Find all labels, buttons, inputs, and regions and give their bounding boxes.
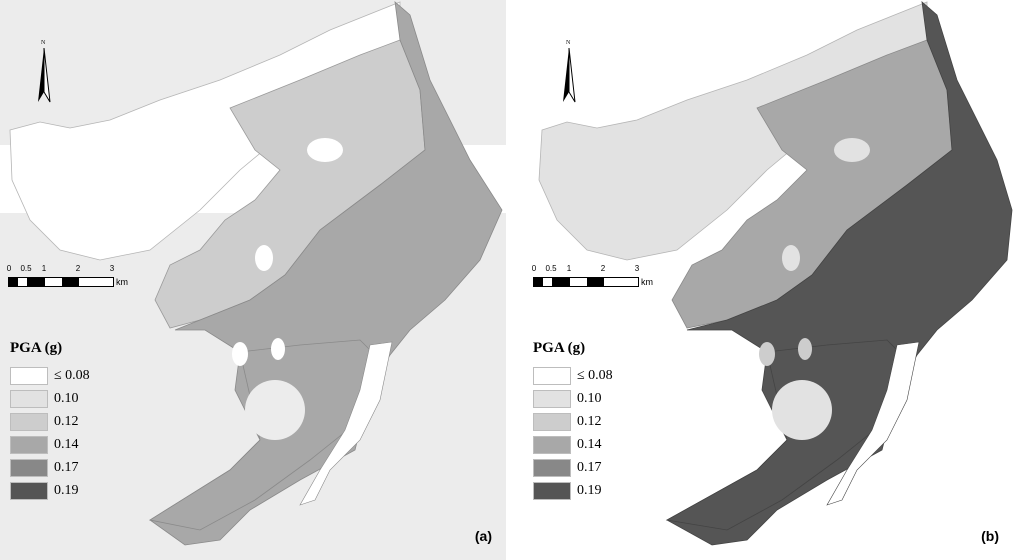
legend-row: 0.10 [533, 387, 673, 410]
legend-label: ≤ 0.08 [577, 367, 613, 383]
map-panel-a: N 0 0.5 1 2 3 km PGA (g) ≤ 0.08 0.10 0.1… [0, 0, 506, 560]
legend-swatch [533, 435, 571, 454]
scale-bar: 0 0.5 1 2 3 km [6, 264, 148, 294]
legend-row: 0.17 [10, 456, 150, 479]
scale-unit: km [641, 277, 653, 287]
zone-coast-b [666, 1, 1013, 546]
port-b [826, 341, 920, 506]
legend-label: 0.10 [54, 390, 79, 406]
legend-label: 0.12 [54, 413, 79, 429]
legend-row: 0.14 [10, 433, 150, 456]
scale-ticks: 0 0.5 1 2 3 [531, 264, 643, 274]
legend-label: 0.19 [54, 482, 79, 498]
legend-row: 0.19 [10, 479, 150, 502]
pga-map-b [538, 1, 1013, 546]
scale-bar-track [8, 277, 114, 287]
patch-b-4 [782, 245, 800, 271]
legend-swatch [10, 458, 48, 477]
legend-swatch [10, 481, 48, 500]
legend-row: 0.17 [533, 456, 673, 479]
hole-a-4 [255, 245, 273, 271]
pga-map-a [0, 0, 506, 560]
north-arrow: N [559, 40, 579, 106]
legend-row: 0.19 [533, 479, 673, 502]
hole-a-5 [307, 138, 343, 162]
hole-a-2 [232, 342, 248, 366]
north-arrow-icon [563, 47, 576, 103]
legend-row: 0.12 [10, 410, 150, 433]
scale-tick: 3 [109, 264, 115, 273]
legend-swatch [10, 389, 48, 408]
legend-row: ≤ 0.08 [10, 364, 150, 387]
legend-label: 0.17 [54, 459, 79, 475]
hole-a-1 [245, 380, 305, 440]
legend: PGA (g) ≤ 0.08 0.10 0.12 0.14 0.17 0.19 [10, 340, 150, 502]
patch-b-2 [759, 342, 775, 366]
legend-title: PGA (g) [10, 340, 63, 356]
port-a [299, 341, 393, 506]
legend-label: 0.10 [577, 390, 602, 406]
scale-ticks: 0 0.5 1 2 3 [6, 264, 118, 274]
legend: PGA (g) ≤ 0.08 0.10 0.12 0.14 0.17 0.19 [533, 340, 673, 502]
legend-label: 0.14 [577, 436, 602, 452]
legend-swatch [10, 412, 48, 431]
scale-tick: 1 [41, 264, 47, 273]
scale-unit: km [116, 277, 128, 287]
legend-row: 0.12 [533, 410, 673, 433]
legend-row: 0.14 [533, 433, 673, 456]
legend-swatch [533, 412, 571, 431]
legend-swatch [10, 435, 48, 454]
patch-b-3 [798, 338, 812, 360]
north-arrow: N [34, 40, 54, 106]
legend-label: 0.14 [54, 436, 79, 452]
legend-row: ≤ 0.08 [533, 364, 673, 387]
legend-swatch [533, 366, 571, 385]
map-panel-b: N 0 0.5 1 2 3 km PGA (g) ≤ 0.08 0.10 0.1… [507, 0, 1013, 560]
north-arrow-icon [38, 47, 51, 103]
zone-coast-a [149, 1, 503, 546]
scale-tick: 0 [531, 264, 537, 273]
scale-tick: 1 [566, 264, 572, 273]
legend-title: PGA (g) [533, 340, 586, 356]
legend-label: 0.12 [577, 413, 602, 429]
legend-swatch [533, 458, 571, 477]
legend-row: 0.10 [10, 387, 150, 410]
legend-swatch [533, 389, 571, 408]
legend-label: 0.17 [577, 459, 602, 475]
patch-b-5 [834, 138, 870, 162]
scale-tick: 2 [600, 264, 606, 273]
legend-swatch [533, 481, 571, 500]
panel-label-b: (b) [981, 528, 999, 544]
scale-tick: 0.5 [545, 264, 557, 273]
scale-tick: 0 [6, 264, 12, 273]
patch-b-1 [772, 380, 832, 440]
scale-tick: 2 [75, 264, 81, 273]
scale-bar: 0 0.5 1 2 3 km [531, 264, 673, 294]
scale-tick: 3 [634, 264, 640, 273]
legend-swatch [10, 366, 48, 385]
hole-a-3 [271, 338, 285, 360]
panel-label-a: (a) [474, 528, 492, 544]
legend-label: 0.19 [577, 482, 602, 498]
scale-tick: 0.5 [20, 264, 32, 273]
legend-label: ≤ 0.08 [54, 367, 90, 383]
scale-bar-track [533, 277, 639, 287]
